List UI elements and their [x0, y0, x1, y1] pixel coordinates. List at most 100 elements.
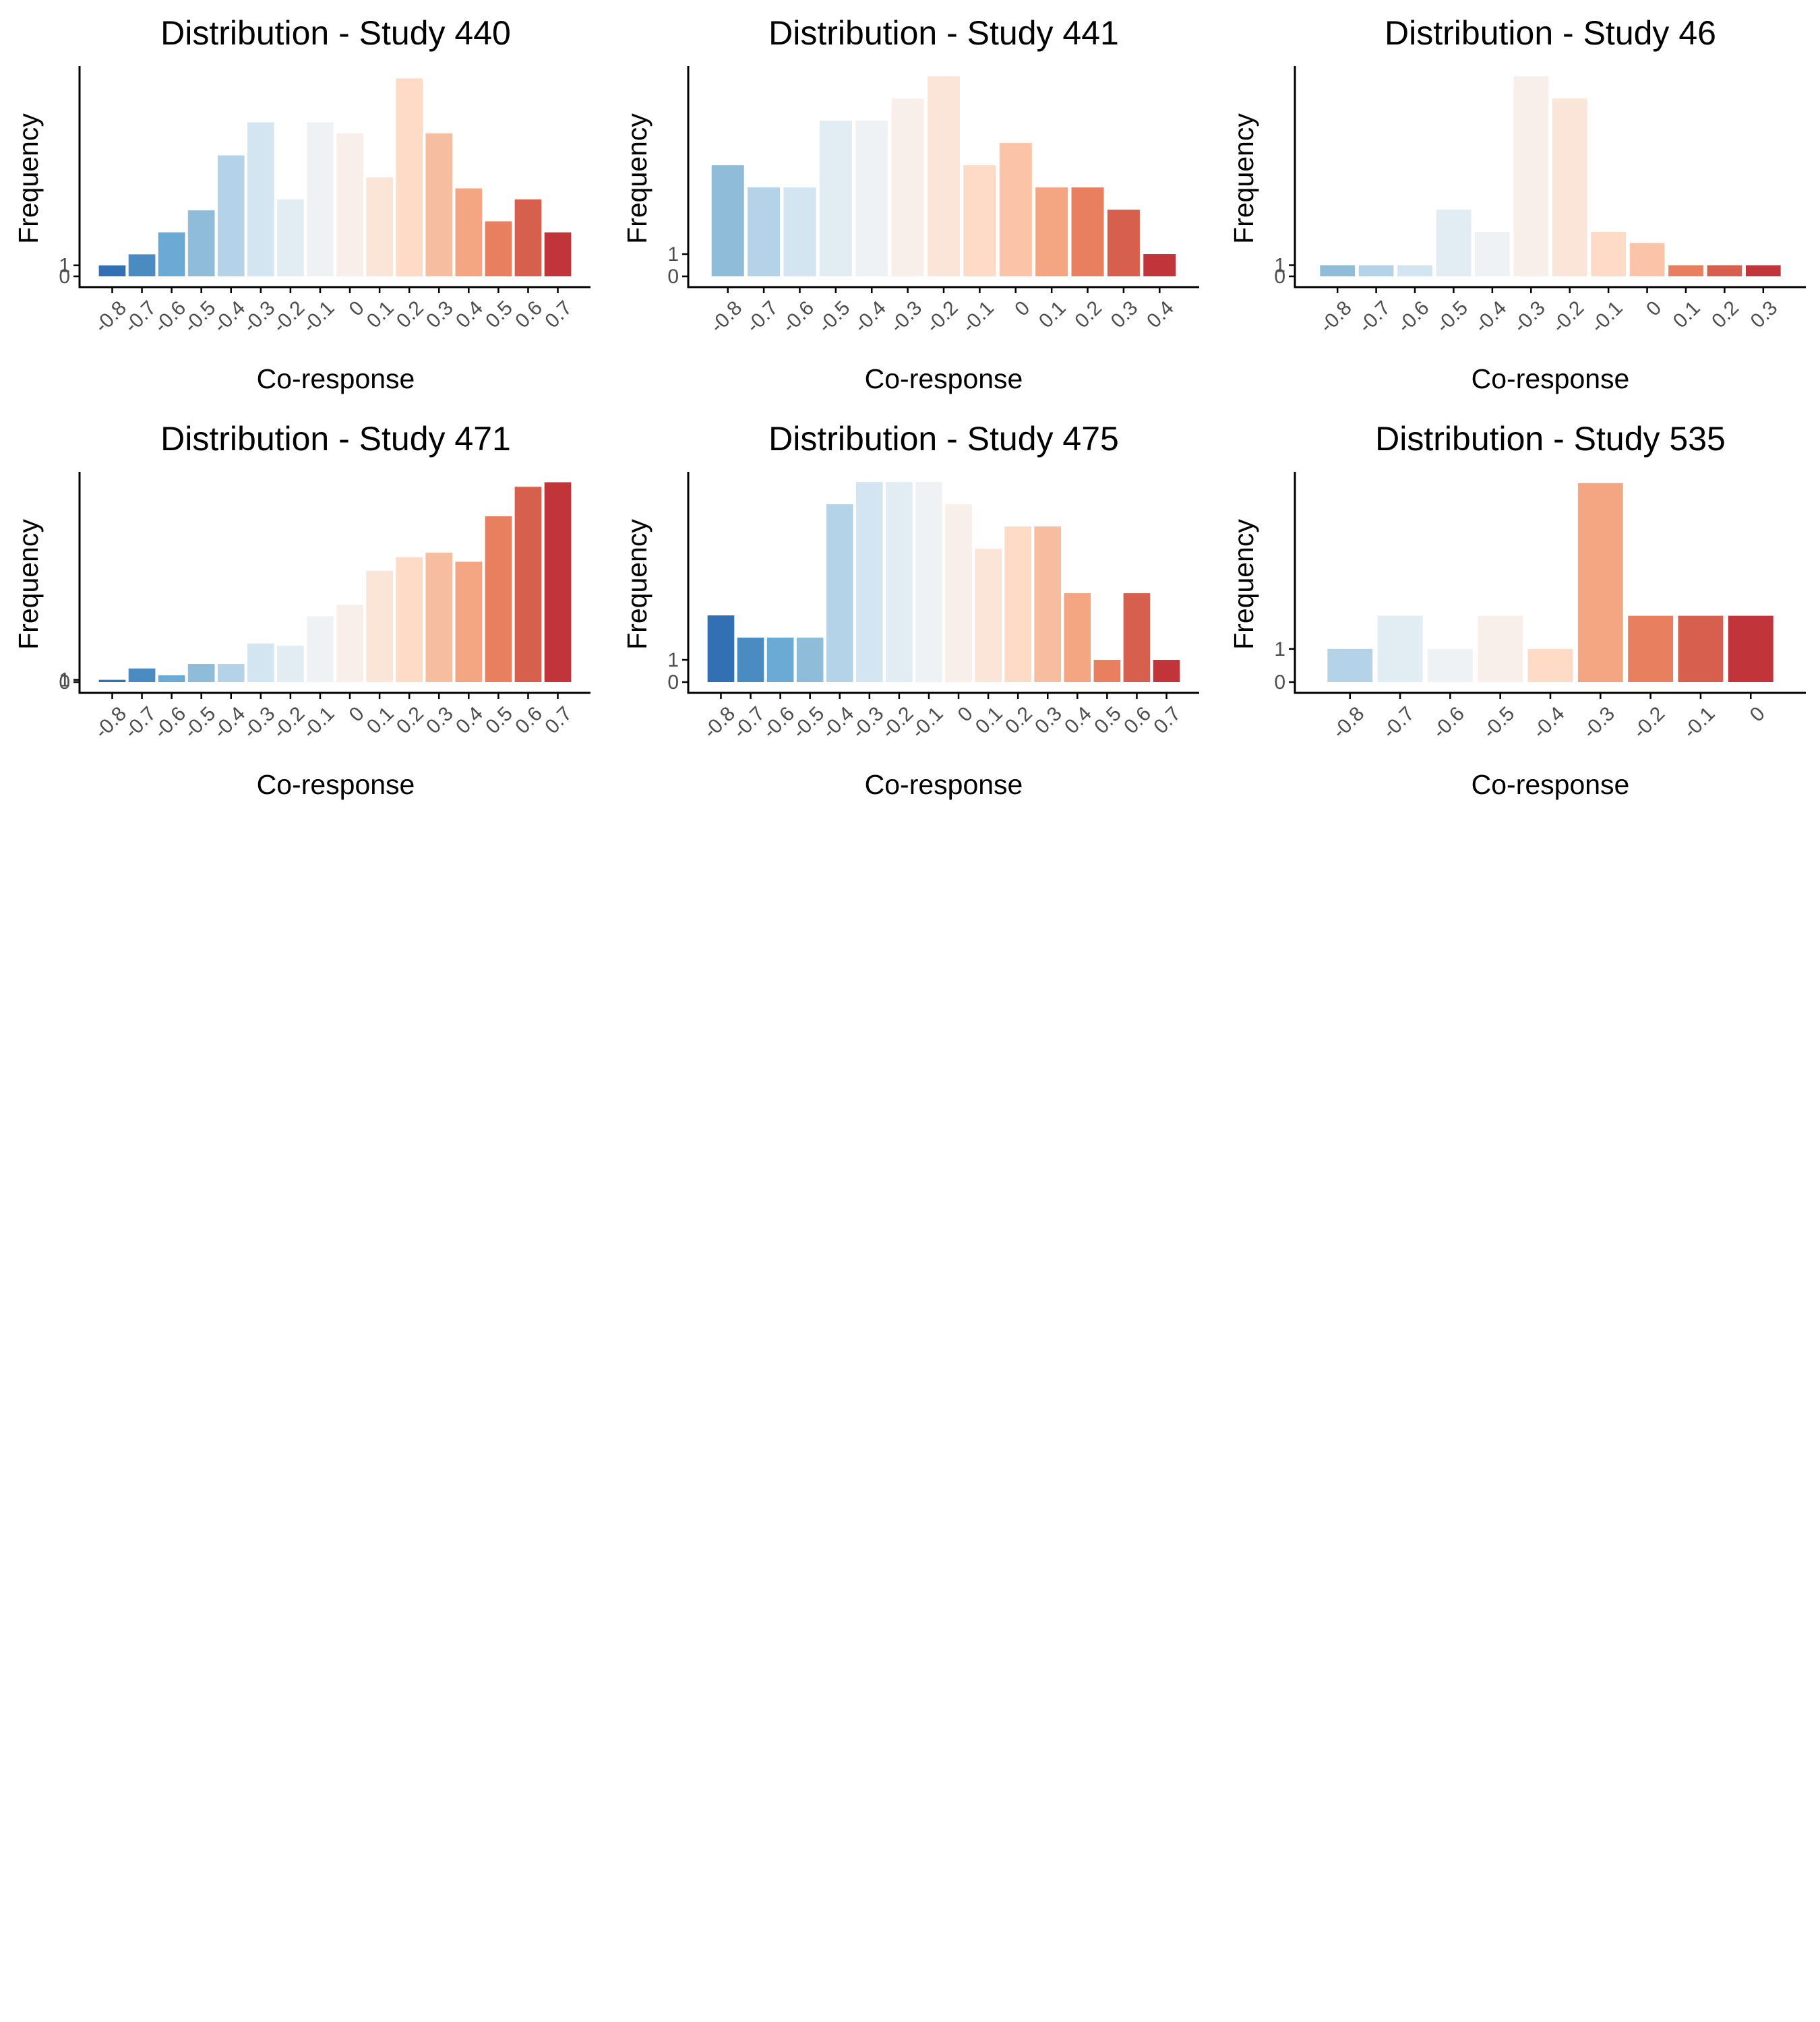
bar: [796, 638, 824, 682]
bar: [1513, 76, 1549, 276]
bar: [98, 265, 126, 276]
bar: [1093, 660, 1121, 682]
bar: [1745, 265, 1781, 276]
y-tick-label: 1: [667, 649, 679, 671]
bar: [128, 254, 156, 276]
chart-panel: Distribution - Study 47501-0.8-0.7-0.6-0…: [621, 420, 1199, 800]
bar: [855, 121, 888, 276]
bar: [999, 143, 1032, 276]
chart-title: Distribution - Study 440: [160, 14, 511, 52]
bar: [975, 549, 1002, 682]
x-axis-label: Co-response: [865, 769, 1023, 800]
bar: [1327, 648, 1373, 682]
x-axis-label: Co-response: [1472, 363, 1630, 394]
bar: [514, 199, 542, 276]
bar: [217, 155, 245, 276]
bar: [1320, 265, 1356, 276]
bar: [1358, 265, 1394, 276]
bar: [1577, 483, 1623, 682]
bar: [1591, 232, 1626, 276]
bar: [1552, 98, 1587, 277]
bar: [217, 664, 245, 682]
y-tick-label: 1: [667, 243, 679, 266]
y-axis-label: Frequency: [621, 519, 653, 650]
chart-title: Distribution - Study 471: [160, 420, 511, 458]
bar: [544, 232, 572, 276]
bar: [514, 487, 542, 682]
x-axis-label: Co-response: [257, 769, 415, 800]
bar: [1427, 648, 1473, 682]
bar: [366, 177, 393, 276]
bar: [1629, 243, 1665, 276]
chart-title: Distribution - Study 46: [1385, 14, 1716, 52]
bar: [336, 133, 363, 276]
bar: [737, 638, 764, 682]
bar: [98, 679, 126, 682]
chart-title: Distribution - Study 535: [1375, 420, 1726, 458]
bar: [1707, 265, 1742, 276]
bar: [1143, 254, 1176, 276]
chart-panel: Distribution - Study 44101-0.8-0.7-0.6-0…: [621, 14, 1199, 394]
bar: [247, 643, 274, 682]
bar: [1035, 187, 1068, 276]
bar: [1475, 232, 1510, 276]
bar: [1678, 615, 1724, 682]
y-tick-label: 1: [59, 669, 70, 692]
bar: [544, 482, 572, 682]
y-axis-label: Frequency: [1228, 519, 1259, 650]
bar: [855, 482, 883, 682]
y-tick-label: 0: [1274, 671, 1285, 694]
bar: [819, 121, 852, 276]
bar: [945, 504, 972, 682]
y-tick-label: 1: [1274, 638, 1285, 661]
y-axis-label: Frequency: [13, 113, 44, 244]
y-tick-label: 0: [667, 671, 679, 694]
bar: [915, 482, 942, 682]
bar: [187, 210, 215, 276]
bar: [927, 76, 961, 276]
bar: [455, 188, 483, 276]
bar: [425, 133, 453, 276]
bar: [1397, 265, 1432, 276]
bar: [247, 122, 274, 276]
bar: [396, 557, 423, 682]
bar: [336, 605, 363, 682]
bar: [396, 78, 423, 276]
y-tick-label: 0: [59, 671, 70, 694]
chart-title: Distribution - Study 441: [768, 14, 1119, 52]
bar: [485, 221, 512, 276]
y-tick-label: 0: [59, 266, 70, 288]
bar: [158, 675, 185, 682]
bar: [1728, 615, 1773, 682]
bar: [748, 187, 781, 276]
bar: [1071, 187, 1104, 276]
bar: [826, 504, 853, 682]
bar: [1668, 265, 1703, 276]
bar: [366, 570, 393, 682]
bar: [711, 165, 744, 276]
bar: [1478, 615, 1523, 682]
bar: [1064, 593, 1091, 682]
bar: [963, 165, 996, 276]
bar: [425, 552, 453, 682]
bar: [886, 482, 913, 682]
bar: [1034, 526, 1062, 682]
bar: [1527, 648, 1573, 682]
bar: [766, 638, 794, 682]
chart-title: Distribution - Study 475: [768, 420, 1119, 458]
bar: [1004, 526, 1031, 682]
bar: [277, 199, 304, 276]
bar: [307, 122, 334, 276]
y-tick-label: 0: [667, 266, 679, 288]
bar: [455, 561, 483, 682]
y-tick-label: 0: [1274, 266, 1285, 288]
bar: [277, 646, 304, 682]
bar: [891, 98, 924, 277]
bar: [1123, 593, 1151, 682]
x-axis-label: Co-response: [865, 363, 1023, 394]
bar: [1436, 210, 1472, 276]
bar: [1628, 615, 1674, 682]
y-axis-label: Frequency: [1228, 113, 1259, 244]
